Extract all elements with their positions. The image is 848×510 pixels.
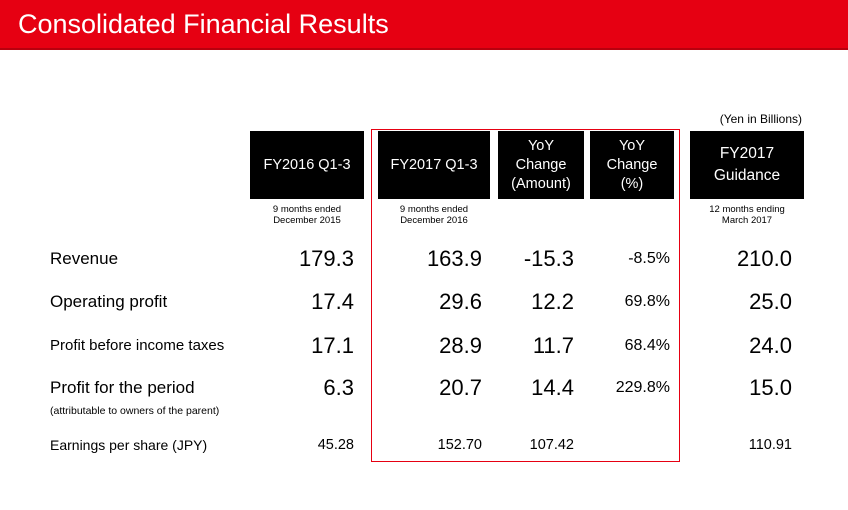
cell-pbt-fy2017: 28.9	[439, 333, 482, 358]
header-fy2017-label: FY2017 Q1-3	[390, 156, 478, 173]
cell-operating-fy2016: 17.4	[311, 289, 354, 314]
row-label-profit-before-tax: Profit before income taxes	[50, 337, 225, 354]
subheader-line: 9 months ended	[399, 204, 469, 215]
row-label-profit-period: Profit for the period	[50, 378, 195, 397]
subheader-fy2017: 9 months ended December 2016	[378, 204, 490, 226]
cell-period-fy2016: 6.3	[323, 375, 354, 400]
row-label-operating-profit: Operating profit	[50, 292, 168, 311]
subheader-guidance: 12 months ending March 2017	[690, 204, 804, 226]
cell-period-yoy-pct: 229.8%	[615, 379, 670, 396]
cell-eps-yoy-amount: 107.42	[529, 437, 574, 453]
header-yoy-pct-line: Change	[606, 156, 658, 173]
title-bar: Consolidated Financial Results	[0, 0, 848, 50]
cell-eps-fy2016: 45.28	[317, 437, 354, 453]
unit-note: (Yen in Billions)	[719, 112, 802, 126]
cell-pbt-guidance: 24.0	[749, 333, 792, 358]
header-guidance-line: Guidance	[713, 167, 781, 184]
header-yoy-pct-line: YoY	[618, 137, 646, 154]
subheader-fy2016: 9 months ended December 2015	[250, 204, 364, 226]
cell-revenue-yoy-amount: -15.3	[523, 246, 574, 271]
cell-pbt-yoy-pct: 68.4%	[624, 337, 670, 354]
header-fy2017: FY2017 Q1-3	[378, 131, 490, 199]
cell-pbt-fy2016: 17.1	[311, 333, 354, 358]
row-note-profit-period: (attributable to owners of the parent)	[50, 405, 220, 417]
subheader-line: March 2017	[721, 215, 773, 226]
header-yoy-amount-line: Change	[515, 156, 567, 173]
subheader-line: 12 months ending	[709, 204, 785, 215]
cell-period-fy2017: 20.7	[439, 375, 482, 400]
highlight-box	[371, 129, 680, 462]
cell-eps-fy2017: 152.70	[437, 437, 482, 453]
page-title: Consolidated Financial Results	[18, 9, 389, 39]
cell-revenue-guidance: 210.0	[736, 246, 792, 271]
cell-period-guidance: 15.0	[749, 375, 792, 400]
row-label-eps: Earnings per share (JPY)	[50, 437, 208, 453]
subheader-line: 9 months ended	[272, 204, 342, 215]
subheader-line: December 2016	[400, 215, 468, 226]
header-fy2016-label: FY2016 Q1-3	[263, 156, 351, 173]
cell-operating-fy2017: 29.6	[439, 289, 482, 314]
cell-period-yoy-amount: 14.4	[531, 375, 574, 400]
header-guidance-line: FY2017	[719, 145, 775, 162]
cell-revenue-fy2017: 163.9	[426, 246, 482, 271]
header-yoy-pct-line: (%)	[620, 175, 644, 192]
header-yoy-amount-line: (Amount)	[511, 175, 571, 192]
cell-pbt-yoy-amount: 11.7	[532, 333, 574, 358]
row-label-revenue: Revenue	[50, 249, 119, 268]
cell-revenue-fy2016: 179.3	[298, 246, 354, 271]
cell-operating-guidance: 25.0	[749, 289, 792, 314]
cell-eps-guidance: 110.91	[748, 437, 792, 453]
header-yoy-pct: YoY Change (%)	[590, 131, 674, 199]
cell-operating-yoy-amount: 12.2	[531, 289, 574, 314]
header-guidance: FY2017 Guidance	[690, 131, 804, 199]
cell-operating-yoy-pct: 69.8%	[624, 293, 670, 310]
header-yoy-amount-line: YoY	[527, 137, 555, 154]
header-yoy-amount: YoY Change (Amount)	[498, 131, 584, 199]
header-fy2016: FY2016 Q1-3	[250, 131, 364, 199]
subheader-line: December 2015	[273, 215, 341, 226]
cell-revenue-yoy-pct: -8.5%	[628, 250, 670, 267]
